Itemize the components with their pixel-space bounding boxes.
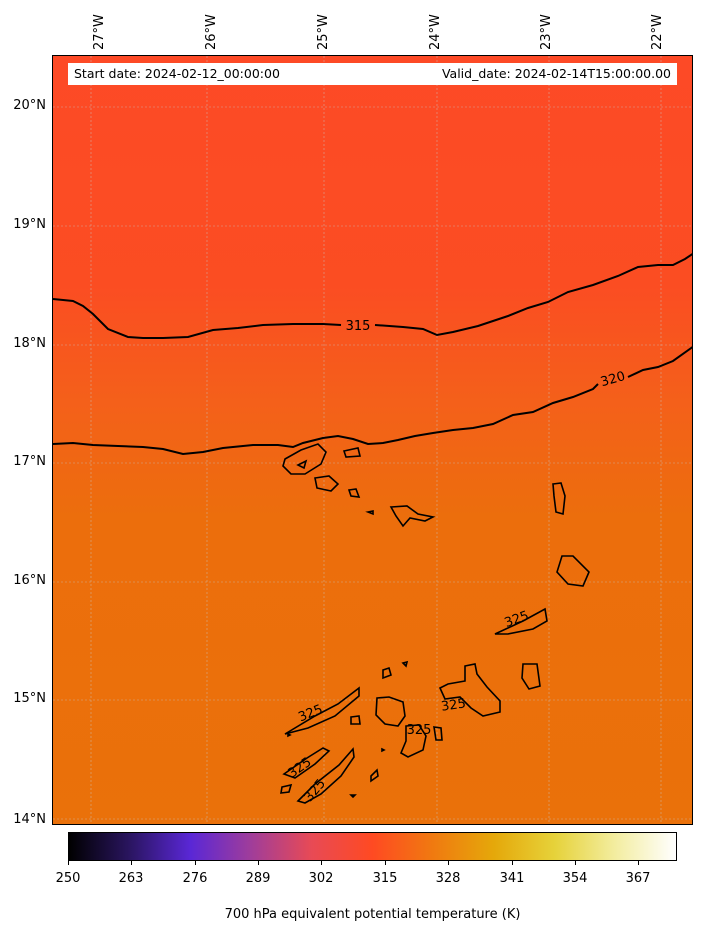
colorbar-label-302: 302 <box>308 871 334 886</box>
graticule <box>53 56 692 824</box>
lon-label-24w: 24°W <box>428 14 443 50</box>
start-date-label: Start date: 2024-02-12_00:00:00 <box>74 66 280 81</box>
lat-label-20n: 20°N <box>13 98 46 113</box>
colorbar-label-328: 328 <box>435 871 461 886</box>
contour-label-325-b: 325 <box>440 696 467 714</box>
colorbar-label-276: 276 <box>182 871 208 886</box>
colorbar-label-289: 289 <box>245 871 271 886</box>
contour-label-325-c: 325 <box>407 723 432 738</box>
colorbar-label-263: 263 <box>118 871 144 886</box>
colorbar-label-367: 367 <box>625 871 651 886</box>
lat-label-17n: 17°N <box>13 454 46 469</box>
colorbar-tick <box>512 861 513 865</box>
contour-label-315: 315 <box>346 319 371 334</box>
colorbar-tick <box>195 861 196 865</box>
colorbar-tick <box>321 861 322 865</box>
colorbar <box>68 832 677 861</box>
lon-label-25w: 25°W <box>316 14 331 50</box>
map-canvas: 315 320 <box>53 56 692 824</box>
lat-label-19n: 19°N <box>13 217 46 232</box>
valid-date-label: Valid_date: 2024-02-14T15:00:00.00 <box>441 66 671 81</box>
lat-label-16n: 16°N <box>13 573 46 588</box>
colorbar-label-354: 354 <box>562 871 588 886</box>
colorbar-label-250: 250 <box>55 871 81 886</box>
colorbar-tick <box>448 861 449 865</box>
contour-cells-north <box>282 443 590 587</box>
contour-label-320: 320 <box>599 369 627 390</box>
colorbar-tick <box>638 861 639 865</box>
date-info-box: Start date: 2024-02-12_00:00:00 Valid_da… <box>68 63 677 85</box>
lon-label-27w: 27°W <box>92 14 107 50</box>
lat-label-15n: 15°N <box>13 691 46 706</box>
lat-label-14n: 14°N <box>13 812 46 827</box>
lon-label-23w: 23°W <box>539 14 554 50</box>
lon-label-22w: 22°W <box>650 14 665 50</box>
contour-315 <box>53 253 692 339</box>
colorbar-label-315: 315 <box>372 871 398 886</box>
colorbar-tick <box>258 861 259 865</box>
contour-cells-325 <box>280 607 548 804</box>
colorbar-title: 700 hPa equivalent potential temperature… <box>224 907 521 922</box>
lon-label-26w: 26°W <box>204 14 219 50</box>
map-panel: 315 320 <box>52 55 693 825</box>
contour-320 <box>53 346 692 456</box>
colorbar-label-341: 341 <box>499 871 525 886</box>
temperature-field <box>53 56 692 824</box>
lat-label-18n: 18°N <box>13 336 46 351</box>
colorbar-tick <box>385 861 386 865</box>
colorbar-tick <box>68 861 69 865</box>
colorbar-tick <box>575 861 576 865</box>
colorbar-tick <box>131 861 132 865</box>
